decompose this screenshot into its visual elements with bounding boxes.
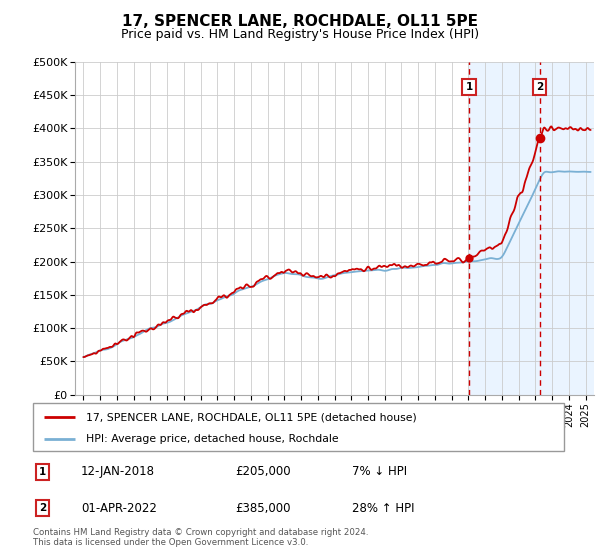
- Text: 17, SPENCER LANE, ROCHDALE, OL11 5PE: 17, SPENCER LANE, ROCHDALE, OL11 5PE: [122, 14, 478, 29]
- Text: £385,000: £385,000: [235, 502, 290, 515]
- Text: 2: 2: [39, 503, 46, 513]
- FancyBboxPatch shape: [33, 403, 564, 451]
- Text: 17, SPENCER LANE, ROCHDALE, OL11 5PE (detached house): 17, SPENCER LANE, ROCHDALE, OL11 5PE (de…: [86, 413, 417, 422]
- Text: Contains HM Land Registry data © Crown copyright and database right 2024.
This d: Contains HM Land Registry data © Crown c…: [33, 528, 368, 547]
- Text: £205,000: £205,000: [235, 465, 290, 478]
- Text: 01-APR-2022: 01-APR-2022: [81, 502, 157, 515]
- Text: 28% ↑ HPI: 28% ↑ HPI: [352, 502, 414, 515]
- Text: 7% ↓ HPI: 7% ↓ HPI: [352, 465, 407, 478]
- Text: 12-JAN-2018: 12-JAN-2018: [81, 465, 155, 478]
- Text: Price paid vs. HM Land Registry's House Price Index (HPI): Price paid vs. HM Land Registry's House …: [121, 28, 479, 41]
- Text: 1: 1: [39, 467, 46, 477]
- Bar: [469, 62, 594, 395]
- Text: 1: 1: [466, 82, 473, 92]
- Text: HPI: Average price, detached house, Rochdale: HPI: Average price, detached house, Roch…: [86, 434, 339, 444]
- Text: 2: 2: [536, 82, 543, 92]
